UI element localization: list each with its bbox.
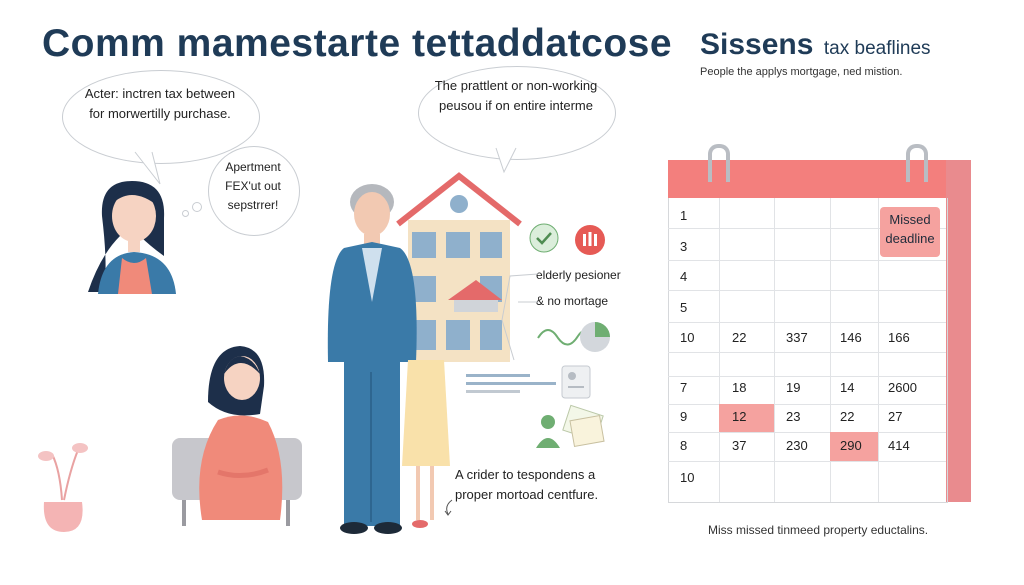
calendar-cell-value: 230 bbox=[786, 438, 808, 453]
calendar-highlight-cell bbox=[830, 432, 878, 461]
curved-arrow-icon bbox=[444, 499, 453, 516]
checkmark-icon bbox=[529, 223, 559, 253]
calendar-row-line bbox=[668, 404, 946, 405]
bottom-note-line1: A crider to tespondens a bbox=[455, 467, 596, 482]
thought-line1: Apertment bbox=[225, 160, 281, 174]
thought-bubble-text: Apertment FEX'ut out sepstrrer! bbox=[208, 158, 298, 215]
calendar-col-line bbox=[774, 198, 775, 502]
calendar-row-label: 5 bbox=[680, 300, 688, 315]
companion-figure-illustration bbox=[402, 360, 450, 528]
bubble-left-line2: for morwertilly purchase. bbox=[89, 106, 231, 121]
calendar-row-label: 10 bbox=[680, 470, 695, 485]
calendar-row-label: 4 bbox=[680, 269, 688, 284]
side-title-main: Sissens bbox=[700, 28, 814, 61]
legend-elderly: elderly pesioner bbox=[536, 268, 621, 282]
calendar-row-label: 9 bbox=[680, 409, 688, 424]
calendar-cell-value: 23 bbox=[786, 409, 801, 424]
calendar-row-line bbox=[668, 352, 946, 353]
calendar-row-line bbox=[668, 290, 946, 291]
calendar-row-line bbox=[668, 322, 946, 323]
calendar-caption: Miss missed tinmeed property eductalins. bbox=[708, 523, 929, 537]
calendar-ring-right bbox=[906, 144, 928, 182]
calendar-cell-value: 18 bbox=[732, 380, 747, 395]
calendar-row-label: 1 bbox=[680, 208, 688, 223]
missed-deadline-label: Missed deadline bbox=[880, 207, 940, 257]
bubble-left-line1: Acter: inctren tax between bbox=[84, 86, 236, 101]
calendar-cell-value: 22 bbox=[840, 409, 855, 424]
speech-bubble-tail-center bbox=[495, 147, 517, 174]
side-title: Sissens tax beaflines bbox=[700, 28, 931, 62]
legend-no-mortgage: & no mortage bbox=[536, 294, 609, 308]
side-subtitle: People the applys mortgage, ned mistion. bbox=[700, 66, 903, 78]
seated-woman-illustration bbox=[172, 346, 302, 526]
calendar-col-line bbox=[719, 198, 720, 502]
calendar-row-line bbox=[668, 376, 946, 377]
apartment-building-illustration bbox=[396, 172, 522, 362]
calendar-cell-value: 146 bbox=[840, 330, 862, 345]
speech-bubble-left bbox=[62, 70, 260, 164]
thought-bubble bbox=[208, 146, 300, 236]
pie-chart-icon bbox=[580, 322, 610, 352]
calendar-cell-value: 2600 bbox=[888, 380, 917, 395]
speech-bubble-center bbox=[418, 66, 616, 160]
calendar-row-line bbox=[668, 432, 946, 433]
calendar-cell-value: 22 bbox=[732, 330, 747, 345]
woman-illustration bbox=[88, 181, 176, 294]
calendar-highlight-cell bbox=[719, 404, 774, 432]
calendar-row-label: 3 bbox=[680, 239, 688, 254]
calendar-cell-value: 14 bbox=[840, 380, 855, 395]
missed-label-line2: deadline bbox=[885, 231, 935, 246]
speech-bubble-left-text: Acter: inctren tax between for morwertil… bbox=[62, 84, 258, 124]
thought-line3: sepstrrer! bbox=[227, 198, 279, 212]
applicant-contract-icon bbox=[536, 404, 605, 448]
page-title: Comm mamestarte tettaddatcose bbox=[42, 22, 673, 65]
calendar-col-line bbox=[830, 198, 831, 502]
thought-line2: FEX'ut out bbox=[225, 179, 281, 193]
calendar-cell-value: 37 bbox=[732, 438, 747, 453]
side-title-secondary: tax beaflines bbox=[823, 38, 931, 59]
elderly-man-illustration bbox=[327, 184, 417, 534]
connector-lines bbox=[501, 273, 539, 361]
calendar-cell-value: 12 bbox=[732, 409, 747, 424]
calendar-ring-left bbox=[708, 144, 730, 182]
plant-vase-illustration bbox=[38, 443, 88, 532]
calendar-cell-value: 19 bbox=[786, 380, 801, 395]
thought-dot-large bbox=[192, 202, 202, 212]
calendar-cell-value: 290 bbox=[840, 438, 862, 453]
document-icon bbox=[561, 365, 591, 399]
calendar-cell-value: 337 bbox=[786, 330, 808, 345]
calendar-cell-value: 414 bbox=[888, 438, 910, 453]
calendar-row-line bbox=[668, 228, 946, 229]
calendar-row-label: 10 bbox=[680, 330, 695, 345]
speech-bubble-tail-left bbox=[134, 151, 161, 185]
text-lines-icon bbox=[466, 374, 556, 393]
calendar-row-label: 8 bbox=[680, 438, 688, 453]
calendar-cell-value: 27 bbox=[888, 409, 903, 424]
bottom-note-line2: proper mortoad centfure. bbox=[455, 487, 599, 502]
payment-icon bbox=[575, 225, 605, 255]
bubble-center-line1: The prattlent or non-working bbox=[434, 78, 598, 93]
calendar-row-line bbox=[668, 260, 946, 261]
calendar-row-line bbox=[668, 461, 946, 462]
missed-label-line1: Missed bbox=[889, 212, 931, 227]
speech-bubble-center-text: The prattlent or non-working peusou if o… bbox=[418, 76, 614, 116]
calendar-grid bbox=[668, 198, 948, 503]
thought-dot-small bbox=[182, 210, 189, 217]
calendar-col-line bbox=[878, 198, 879, 502]
calendar-cell-value: 166 bbox=[888, 330, 910, 345]
bottom-note: A crider to tespondens a proper mortoad … bbox=[455, 465, 598, 505]
calendar-side-bar bbox=[946, 160, 971, 502]
bubble-center-line2: peusou if on entire interme bbox=[439, 98, 593, 113]
calendar-row-label: 7 bbox=[680, 380, 688, 395]
